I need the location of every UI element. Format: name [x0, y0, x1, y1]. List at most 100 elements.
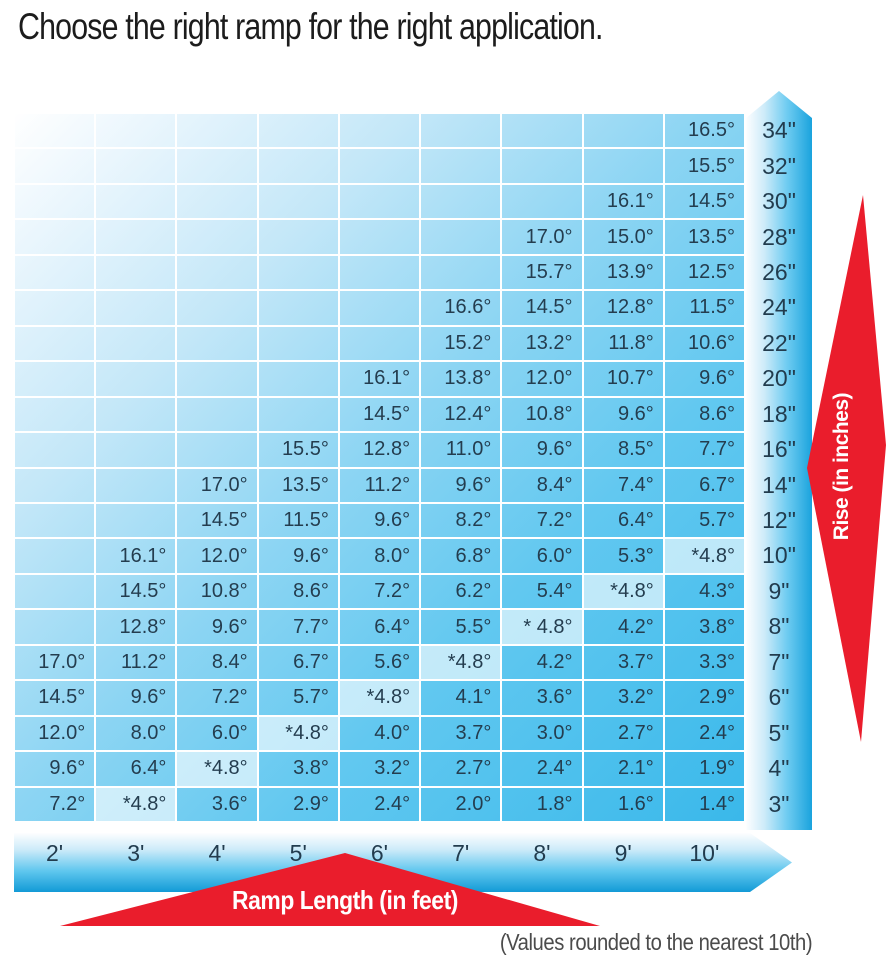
angle-cell: 2.7° — [420, 751, 502, 787]
angle-cell: 16.1° — [338, 361, 421, 397]
rise-tick: 8" — [768, 613, 790, 640]
rise-tick: 5" — [768, 719, 790, 746]
angle-cell — [338, 290, 421, 326]
angle-cell: 9.6° — [176, 609, 258, 645]
angle-cell: 2.9° — [257, 786, 339, 822]
angle-cell — [176, 254, 258, 291]
angle-cell — [14, 396, 96, 433]
angle-cell — [14, 361, 96, 397]
angle-cell: 6.2° — [420, 573, 502, 610]
rise-tick: 12" — [762, 507, 796, 534]
angle-cell — [95, 396, 177, 433]
rise-tick: 28" — [762, 223, 796, 250]
angle-cell: *4.8° — [176, 751, 258, 787]
angle-cell: 15.2° — [420, 325, 502, 362]
angle-cell: 11.2° — [95, 644, 177, 681]
ramp-length-tick: 5' — [289, 840, 307, 866]
angle-cell: 3.6° — [176, 786, 258, 822]
angle-cell — [14, 538, 96, 574]
angle-cell: 8.6° — [663, 396, 745, 433]
angle-cell: 6.7° — [257, 644, 339, 681]
angle-cell: 12.0° — [14, 715, 96, 752]
angle-cell: 6.8° — [420, 538, 502, 574]
angle-cell: 10.7° — [582, 361, 664, 397]
rise-tick: 18" — [762, 400, 796, 427]
angle-cell: 3.6° — [501, 680, 583, 716]
angle-cell: 6.0° — [501, 538, 583, 574]
angle-cell — [95, 502, 177, 539]
angle-cell: *4.8° — [257, 715, 339, 752]
angle-cell: 8.4° — [176, 644, 258, 681]
angle-cell: 7.2° — [501, 502, 583, 539]
angle-cell: 11.8° — [582, 325, 664, 362]
angle-cell — [176, 361, 258, 397]
angle-cell: 3.0° — [501, 715, 583, 752]
angle-cell: 2.1° — [582, 751, 664, 787]
angle-cell: 13.5° — [663, 219, 745, 255]
angle-cell: 2.9° — [663, 680, 745, 716]
angle-cell: *4.8° — [420, 644, 502, 681]
angle-cell — [14, 609, 96, 645]
angle-cell — [582, 113, 664, 149]
angle-cell — [176, 396, 258, 433]
rise-tick: 16" — [762, 436, 796, 463]
angle-cell: 6.4° — [338, 609, 421, 645]
angle-cell: 14.5° — [501, 290, 583, 326]
page-title: Choose the right ramp for the right appl… — [18, 6, 603, 47]
angle-cell: 14.5° — [663, 183, 745, 220]
angle-cell: 4.3° — [663, 573, 745, 610]
angle-cell: 17.0° — [176, 467, 258, 503]
angle-cell — [95, 148, 177, 184]
angle-cell: 6.7° — [663, 467, 745, 503]
angle-cell: 2.4° — [663, 715, 745, 752]
ramp-length-tick: 8' — [533, 840, 551, 866]
angle-cell: 7.2° — [176, 680, 258, 716]
angle-cell — [95, 113, 177, 149]
rise-tick: 4" — [768, 755, 790, 782]
angle-cell: 11.2° — [338, 467, 421, 503]
angle-cell: 3.7° — [582, 644, 664, 681]
angle-cell: 7.7° — [663, 432, 745, 468]
angle-cell: 8.0° — [95, 715, 177, 752]
angle-cell: 2.7° — [582, 715, 664, 752]
angle-cell — [14, 573, 96, 610]
angle-cell: 9.6° — [420, 467, 502, 503]
rise-tick: 3" — [768, 790, 790, 817]
rise-tick: 34" — [762, 117, 796, 144]
angle-cell — [582, 148, 664, 184]
rise-axis-ticks: 34" 32" 30" 28" 26" 24" 22" 20" 18" 16" 14" 12" 10" 9… — [746, 113, 812, 822]
angle-cell: 2.4° — [338, 786, 421, 822]
rise-axis-label-arrow: Rise (in inches) — [807, 195, 886, 742]
angle-cell: 13.2° — [501, 325, 583, 362]
angle-cell — [95, 183, 177, 220]
angle-cell — [95, 432, 177, 468]
angle-cell: 4.2° — [582, 609, 664, 645]
angle-cell — [257, 290, 339, 326]
angle-cell: 9.6° — [663, 361, 745, 397]
ramp-length-tick: 7' — [452, 840, 470, 866]
angle-cell: 3.7° — [420, 715, 502, 752]
angle-cell: 13.8° — [420, 361, 502, 397]
angle-cell: 9.6° — [501, 432, 583, 468]
angle-cell — [338, 325, 421, 362]
angle-cell: 12.5° — [663, 254, 745, 291]
rise-tick: 10" — [762, 542, 796, 569]
angle-cell: 14.5° — [176, 502, 258, 539]
angle-cell: 14.5° — [14, 680, 96, 716]
angle-cell — [501, 183, 583, 220]
angle-cell: 10.6° — [663, 325, 745, 362]
angle-cell: 9.6° — [95, 680, 177, 716]
angle-cell: 14.5° — [338, 396, 421, 433]
angle-cell: *4.8° — [338, 680, 421, 716]
angle-cell — [14, 254, 96, 291]
angle-cell: 8.5° — [582, 432, 664, 468]
angle-cell: 9.6° — [257, 538, 339, 574]
angle-cell: 5.6° — [338, 644, 421, 681]
angle-cell — [14, 502, 96, 539]
ramp-length-tick: 6' — [370, 840, 389, 866]
angle-cell — [14, 467, 96, 503]
footnote: (Values rounded to the nearest 10th) — [499, 929, 813, 955]
ramp-length-axis-label: Ramp Length (in feet) — [232, 885, 458, 915]
angle-cell — [95, 361, 177, 397]
rise-tick: 30" — [762, 188, 796, 215]
